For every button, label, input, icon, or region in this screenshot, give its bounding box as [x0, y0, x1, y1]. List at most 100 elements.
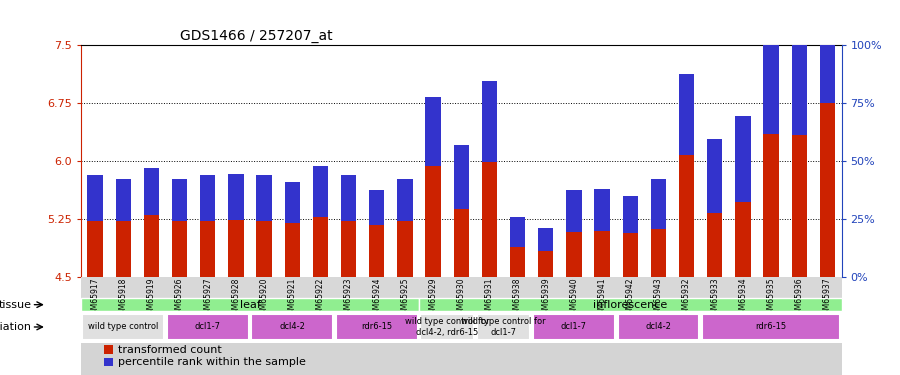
Bar: [104, 358, 112, 366]
Bar: [397, 179, 413, 221]
Text: GSM65929: GSM65929: [428, 277, 437, 319]
Bar: [538, 228, 554, 251]
FancyBboxPatch shape: [420, 314, 474, 340]
Text: GSM65918: GSM65918: [119, 277, 128, 319]
Text: GSM65940: GSM65940: [570, 277, 579, 319]
FancyBboxPatch shape: [81, 298, 419, 311]
Text: GSM65925: GSM65925: [400, 277, 410, 319]
Text: GSM65928: GSM65928: [231, 277, 240, 319]
Bar: [594, 231, 610, 276]
Text: GSM65935: GSM65935: [767, 277, 776, 319]
Bar: [509, 247, 526, 276]
Bar: [284, 223, 300, 276]
Bar: [397, 221, 413, 276]
Bar: [651, 178, 666, 230]
Bar: [104, 345, 112, 354]
Text: GSM65932: GSM65932: [682, 277, 691, 319]
FancyBboxPatch shape: [251, 314, 333, 340]
Bar: [820, 103, 835, 276]
Bar: [426, 166, 441, 276]
Text: dcl1-7: dcl1-7: [561, 322, 587, 332]
Bar: [538, 251, 554, 276]
FancyBboxPatch shape: [83, 314, 164, 340]
Bar: [679, 74, 694, 155]
Bar: [482, 162, 497, 276]
Bar: [115, 221, 131, 276]
Text: GSM65937: GSM65937: [823, 277, 832, 319]
Bar: [623, 195, 638, 232]
Bar: [820, 0, 835, 103]
Text: leaf: leaf: [239, 300, 260, 310]
Text: GSM65939: GSM65939: [541, 277, 550, 319]
Bar: [115, 179, 131, 221]
Bar: [763, 41, 778, 134]
Text: GSM65936: GSM65936: [795, 277, 804, 319]
Text: GSM65938: GSM65938: [513, 277, 522, 319]
Text: transformed count: transformed count: [118, 345, 221, 355]
Bar: [454, 144, 469, 209]
Text: GSM65941: GSM65941: [598, 277, 607, 319]
Text: GSM65919: GSM65919: [147, 277, 156, 319]
Text: genotype/variation: genotype/variation: [0, 322, 32, 332]
Bar: [735, 202, 751, 276]
Bar: [87, 175, 103, 221]
Bar: [172, 179, 187, 221]
Bar: [509, 217, 526, 247]
Bar: [791, 38, 807, 135]
Bar: [651, 230, 666, 276]
Bar: [566, 232, 581, 276]
Bar: [594, 189, 610, 231]
Bar: [200, 221, 215, 276]
Bar: [87, 221, 103, 276]
Text: rdr6-15: rdr6-15: [361, 322, 392, 332]
Bar: [735, 116, 751, 202]
Text: wild type control: wild type control: [88, 322, 158, 332]
Bar: [256, 175, 272, 221]
Text: GSM65933: GSM65933: [710, 277, 719, 319]
Bar: [679, 155, 694, 276]
Bar: [369, 190, 384, 225]
Text: rdr6-15: rdr6-15: [755, 322, 787, 332]
Text: wild type control for
dcl4-2, rdr6-15: wild type control for dcl4-2, rdr6-15: [405, 317, 490, 337]
Text: GSM65930: GSM65930: [456, 277, 466, 319]
Bar: [707, 213, 723, 276]
Bar: [623, 232, 638, 276]
Text: GSM65917: GSM65917: [91, 277, 100, 319]
Text: GSM65920: GSM65920: [259, 277, 268, 319]
FancyBboxPatch shape: [419, 298, 842, 311]
FancyBboxPatch shape: [617, 314, 699, 340]
Text: GSM65926: GSM65926: [176, 277, 184, 319]
Text: dcl1-7: dcl1-7: [194, 322, 220, 332]
Text: GSM65934: GSM65934: [738, 277, 747, 319]
Bar: [284, 182, 300, 223]
Bar: [707, 139, 723, 213]
FancyBboxPatch shape: [336, 314, 418, 340]
Text: GSM65923: GSM65923: [344, 277, 353, 319]
Text: GDS1466 / 257207_at: GDS1466 / 257207_at: [180, 28, 332, 43]
Text: GSM65924: GSM65924: [373, 277, 382, 319]
Bar: [763, 134, 778, 276]
Bar: [791, 135, 807, 276]
Text: dcl4-2: dcl4-2: [645, 322, 671, 332]
FancyBboxPatch shape: [702, 314, 840, 340]
Text: dcl4-2: dcl4-2: [279, 322, 305, 332]
Text: GSM65927: GSM65927: [203, 277, 212, 319]
Bar: [256, 221, 272, 276]
FancyBboxPatch shape: [166, 314, 248, 340]
Bar: [229, 220, 244, 276]
Text: GSM65942: GSM65942: [626, 277, 634, 319]
Bar: [369, 225, 384, 276]
Bar: [482, 81, 497, 162]
Bar: [172, 221, 187, 276]
Bar: [312, 217, 328, 276]
Bar: [312, 166, 328, 217]
Text: GSM65943: GSM65943: [654, 277, 663, 319]
FancyBboxPatch shape: [477, 314, 530, 340]
Text: GSM65931: GSM65931: [485, 277, 494, 319]
Text: percentile rank within the sample: percentile rank within the sample: [118, 357, 305, 367]
Bar: [566, 190, 581, 232]
Text: wild type control for
dcl1-7: wild type control for dcl1-7: [461, 317, 545, 337]
Text: GSM65921: GSM65921: [288, 277, 297, 319]
Bar: [454, 209, 469, 276]
Bar: [144, 215, 159, 276]
